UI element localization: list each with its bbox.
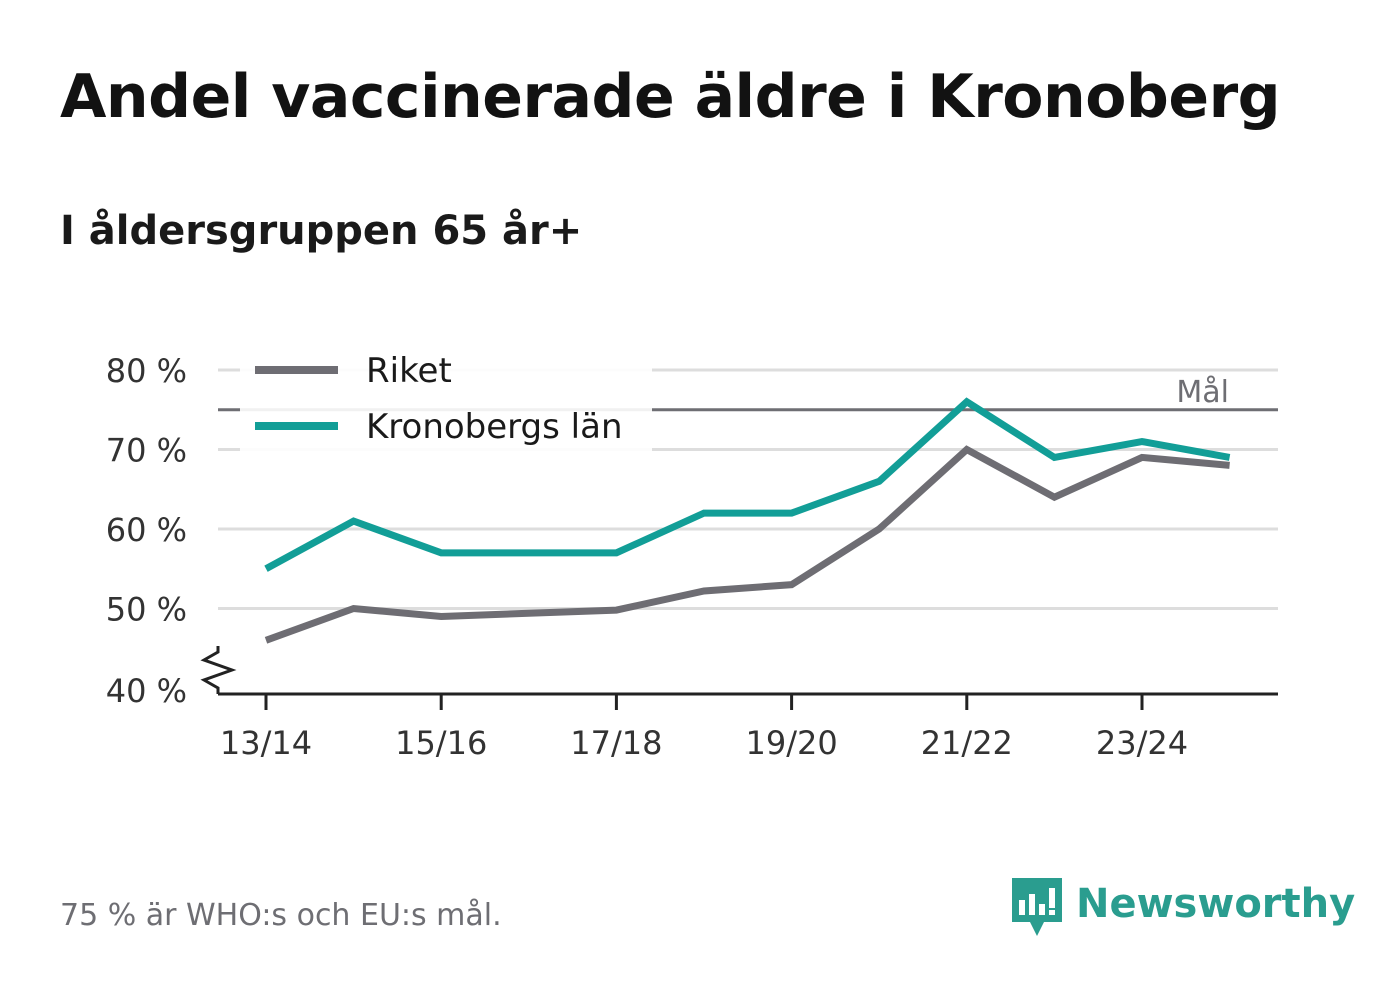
y-axis-break <box>200 646 237 694</box>
y-tick-label: 70 % <box>106 432 187 470</box>
legend-riket-label: Riket <box>366 351 452 391</box>
newsworthy-logo-icon <box>1012 878 1062 936</box>
riket-line <box>264 445 1230 644</box>
x-tick-label: 23/24 <box>1096 724 1188 762</box>
x-tick-label: 13/14 <box>220 724 312 762</box>
y-tick-label: 50 % <box>106 591 187 629</box>
x-tick-label: 21/22 <box>921 724 1013 762</box>
chart-subtitle: I åldersgruppen 65 år+ <box>60 208 583 254</box>
y-tick-label: 40 % <box>106 672 187 710</box>
y-tick-label: 60 % <box>106 511 187 549</box>
x-tick-label: 19/20 <box>745 724 837 762</box>
legend-background <box>240 338 652 456</box>
goal-label: Mål <box>1176 375 1229 410</box>
footnote: 75 % är WHO:s och EU:s mål. <box>60 898 502 933</box>
brand: Newsworthy <box>1010 876 1355 940</box>
x-tick-label: 15/16 <box>395 724 487 762</box>
y-tick-label: 80 % <box>106 352 187 390</box>
legend-kronoberg-label: Kronobergs län <box>366 407 623 447</box>
chart-title: Andel vaccinerade äldre i Kronoberg <box>60 62 1281 132</box>
kronoberg-line <box>264 397 1231 572</box>
x-tick-label: 17/18 <box>570 724 662 762</box>
brand-name: Newsworthy <box>1076 881 1356 927</box>
